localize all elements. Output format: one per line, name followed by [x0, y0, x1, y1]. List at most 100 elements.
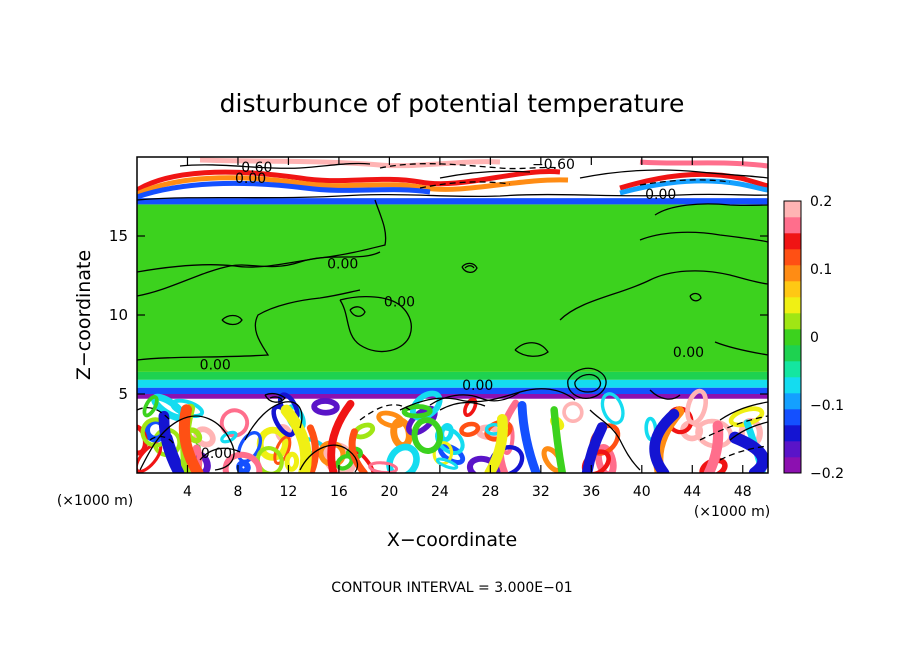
contour-line-15 — [244, 401, 303, 441]
x-tick-label-3: 16 — [330, 484, 348, 500]
contour-line-7 — [514, 342, 549, 357]
contour-line-24 — [719, 401, 768, 421]
contour-lines — [137, 162, 768, 473]
colorbar-frame — [783, 200, 802, 474]
colorbar-swatch-7 — [784, 345, 801, 362]
negative-contour-line-3 — [137, 406, 171, 421]
contour-label-0: 0.60 — [241, 160, 272, 176]
colorbar-tick-label-2: 0 — [810, 330, 819, 346]
x-axis-ticks: 4 8 12 16 20 24 28 32 36 40 44 48 — [183, 157, 752, 500]
field-band-2 — [137, 387, 768, 394]
colorbar-tick-label-0: 0.2 — [810, 194, 832, 210]
negative-contour-line-0 — [379, 163, 561, 170]
eddy-16 — [236, 459, 251, 473]
upper-streak-4 — [619, 178, 768, 196]
colorbar-tick-label-1: 0.1 — [810, 262, 832, 278]
contour-line-32 — [689, 292, 702, 302]
eddy-29 — [142, 395, 159, 418]
upper-streak-5 — [199, 157, 501, 169]
upper-streak-2 — [137, 180, 431, 200]
plume-8 — [306, 424, 319, 473]
contour-line-21 — [574, 373, 602, 393]
contour-label-9: 0.00 — [201, 446, 232, 462]
x-axis-label: X−coordinate — [387, 529, 517, 551]
contour-label-4: 0.00 — [327, 256, 358, 272]
contour-interval-note: CONTOUR INTERVAL = 3.000E−01 — [331, 580, 572, 596]
colorbar-swatch-11 — [784, 281, 801, 298]
eddy-52 — [463, 397, 478, 417]
colorbar-tick-label-4: −0.2 — [810, 466, 844, 482]
contour-line-28 — [349, 306, 366, 317]
colorbar-swatch-16 — [784, 201, 801, 218]
eddy-42 — [600, 392, 625, 425]
contour-label-7: 0.00 — [200, 358, 231, 374]
x-tick-label-9: 40 — [633, 484, 651, 500]
eddy-7 — [376, 410, 405, 429]
plume-4 — [484, 413, 508, 473]
contour-line-9 — [137, 193, 768, 201]
x-tick-label-1: 8 — [233, 484, 242, 500]
x-axis-unit: (×1000 m) — [694, 504, 770, 520]
colorbar-swatch-0 — [784, 457, 801, 474]
contour-label-2: −0.60 — [532, 157, 575, 173]
contour-line-8 — [714, 341, 768, 356]
x-tick-label-2: 12 — [280, 484, 298, 500]
y-axis-label: Z−coordinate — [73, 250, 95, 380]
eddy-31 — [237, 431, 263, 463]
plume-15 — [729, 431, 768, 473]
contour-line-13 — [139, 415, 235, 471]
colorbar-swatch-12 — [784, 265, 801, 282]
chart-title: disturbunce of potential temperature — [220, 89, 685, 118]
temperature-field — [137, 157, 768, 473]
eddy-54 — [411, 417, 444, 454]
plume-5 — [649, 408, 680, 473]
plume-7 — [348, 428, 368, 473]
x-tick-label-8: 36 — [582, 484, 600, 500]
eddy-18 — [273, 435, 292, 465]
colorbar-swatch-15 — [784, 217, 801, 234]
plume-16 — [280, 404, 312, 473]
eddy-10 — [595, 444, 617, 473]
x-tick-label-0: 4 — [183, 484, 192, 500]
colorbar-swatch-6 — [784, 361, 801, 378]
contour-line-18 — [429, 391, 521, 406]
contour-label-1: 0.00 — [235, 171, 266, 187]
upper-streak-6 — [639, 159, 768, 169]
colorbar-swatch-1 — [784, 441, 801, 458]
contour-line-19 — [439, 401, 486, 411]
contour-line-31 — [221, 314, 243, 326]
plume-14 — [703, 420, 724, 473]
contour-line-5 — [654, 203, 768, 216]
colorbar-tick-label-3: −0.1 — [810, 398, 844, 414]
negative-contour-line-6 — [719, 445, 768, 461]
plume-12 — [158, 410, 185, 473]
x-tick-label-5: 24 — [431, 484, 449, 500]
x-tick-label-7: 32 — [532, 484, 550, 500]
colorbar-swatch-14 — [784, 233, 801, 250]
contour-line-12 — [579, 169, 768, 179]
negative-contour-line-1 — [419, 181, 511, 189]
plume-13 — [581, 422, 608, 473]
upper-streak-1 — [137, 175, 569, 197]
y-tick-label-2: 15 — [109, 227, 128, 245]
contour-line-26 — [264, 392, 286, 403]
x-tick-label-6: 28 — [481, 484, 499, 500]
plume-11 — [517, 401, 541, 473]
contour-line-30 — [464, 265, 475, 269]
colorbar: 0.2 0.1 0 −0.1 −0.2 — [783, 194, 844, 482]
colorbar-swatch-10 — [784, 297, 801, 314]
plume-2 — [327, 399, 355, 473]
contour-line-16 — [299, 444, 359, 473]
y-tick-label-1: 10 — [109, 306, 128, 324]
contour-line-3 — [339, 295, 412, 353]
negative-contour-line-4 — [359, 404, 411, 421]
upper-streak-3 — [619, 171, 768, 191]
colorbar-swatch-8 — [784, 329, 801, 346]
contour-line-4 — [559, 270, 768, 321]
contour-label-5: 0.00 — [384, 294, 415, 310]
contour-label-3: 0.00 — [645, 187, 676, 203]
contour-line-29 — [461, 262, 478, 274]
contour-line-22 — [589, 409, 641, 471]
colorbar-swatch-13 — [784, 249, 801, 266]
